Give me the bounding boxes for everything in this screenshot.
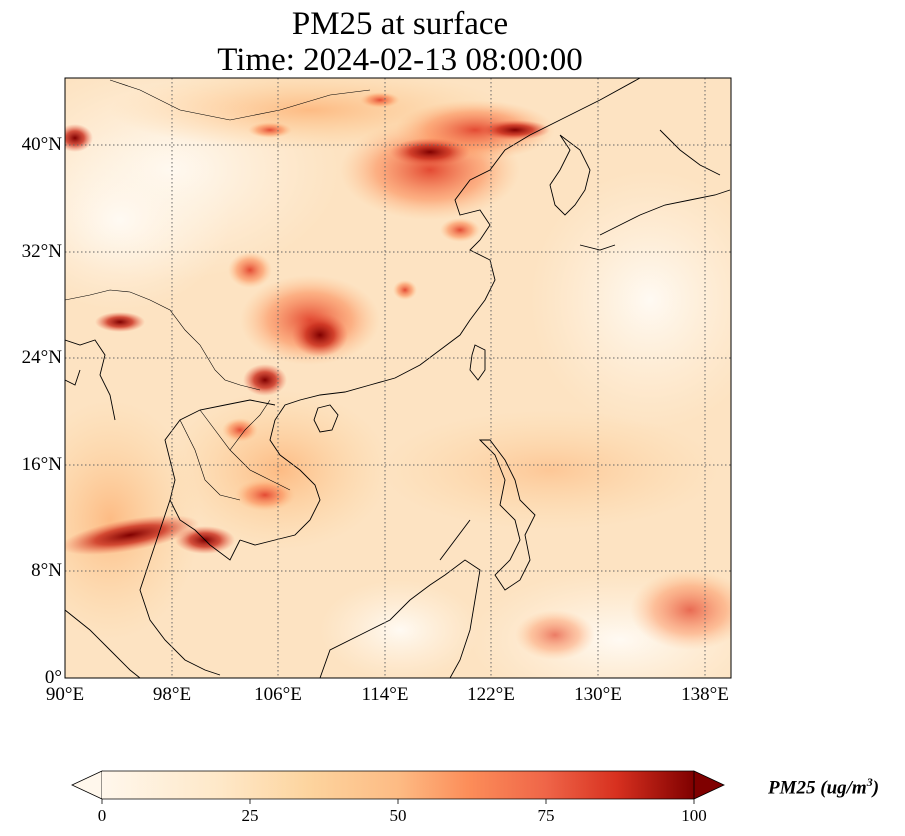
map-time: Time: 2024-02-13 08:00:00 [217,42,583,78]
gridlines [65,78,731,678]
colorbar-label-0: 0 [97,806,107,825]
pm25-field [65,78,731,678]
colorbar-extend-min [71,770,103,800]
colorbar-title-exponent: 3 [866,775,873,789]
colorbar-extend-max [693,770,725,800]
colorbar-title-close: ) [872,777,880,799]
colorbar-title: PM25 (ug/m3) [768,775,879,799]
lat-label-0: 0° [44,667,62,688]
lat-label-32n: 32°N [21,241,62,262]
lon-label-138e: 138°E [681,684,729,705]
lon-label-122e: 122°E [467,684,515,705]
lon-label-114e: 114°E [361,684,409,705]
colorbar-label-50: 50 [389,806,407,825]
lat-label-40n: 40°N [21,134,62,155]
coastlines [65,78,731,678]
lat-label-24n: 24°N [21,347,62,368]
colorbar-bar [102,771,694,799]
lat-label-16n: 16°N [21,454,62,475]
lon-label-106e: 106°E [254,684,302,705]
colorbar-title-text: PM25 (ug/m [768,777,867,799]
map-frame [64,77,732,679]
colorbar-label-75: 75 [537,806,555,825]
colorbar-label-100: 100 [681,806,707,825]
colorbar [71,770,725,804]
lon-label-130e: 130°E [574,684,622,705]
lon-label-98e: 98°E [152,684,192,705]
lat-label-8n: 8°N [31,560,62,581]
map-title: PM25 at surface [291,6,509,42]
lon-label-90e: 90°E [45,684,85,705]
colorbar-label-25: 25 [241,806,259,825]
